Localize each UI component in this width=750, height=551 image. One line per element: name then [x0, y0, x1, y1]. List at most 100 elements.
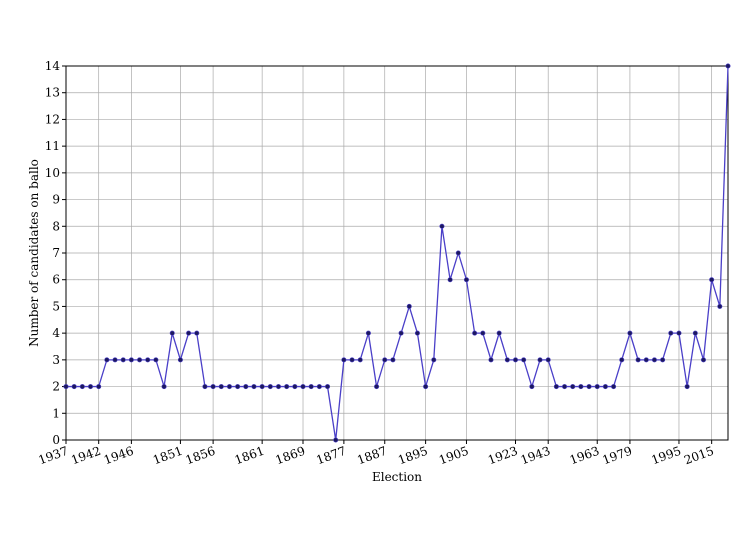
data-point: [692, 330, 698, 336]
data-point: [186, 330, 192, 336]
data-point: [586, 384, 592, 390]
data-point: [635, 357, 641, 363]
data-point: [316, 384, 322, 390]
data-point: [398, 330, 404, 336]
data-point: [553, 384, 559, 390]
plot-frame: [65, 65, 729, 441]
data-point: [619, 357, 625, 363]
data-point: [202, 384, 208, 390]
data-point: [210, 384, 216, 390]
data-point: [496, 330, 502, 336]
data-point: [668, 330, 674, 336]
data-point: [717, 303, 723, 309]
x-tick-label: 1995: [649, 444, 682, 468]
y-tick-label: 1: [52, 406, 60, 420]
data-point: [79, 384, 85, 390]
y-tick-label: 11: [45, 139, 60, 153]
x-tick-label: 1943: [519, 444, 552, 468]
x-tick-label: 1937: [37, 444, 70, 468]
data-point: [423, 384, 429, 390]
data-point: [529, 384, 535, 390]
data-point: [218, 384, 224, 390]
x-tick-label: 1979: [600, 444, 633, 468]
x-tick-label: 1963: [568, 444, 601, 468]
data-point: [676, 330, 682, 336]
y-tick-label: 14: [45, 59, 61, 73]
x-axis-label: Election: [372, 470, 422, 484]
data-point: [390, 357, 396, 363]
data-point: [562, 384, 568, 390]
data-point: [725, 63, 731, 69]
data-point: [259, 384, 265, 390]
data-point: [357, 357, 363, 363]
data-point: [153, 357, 159, 363]
y-tick-label: 7: [52, 246, 60, 260]
y-tick-label: 12: [45, 112, 60, 126]
x-tick-label: 1856: [184, 444, 217, 468]
data-point: [349, 357, 355, 363]
data-point: [472, 330, 478, 336]
x-tick-label: 1895: [396, 444, 429, 468]
data-point: [545, 357, 551, 363]
x-tick-label: 1887: [355, 444, 388, 468]
data-point: [161, 384, 167, 390]
data-point: [88, 384, 94, 390]
data-point: [333, 437, 339, 443]
data-point: [684, 384, 690, 390]
x-tick-label: 2015: [682, 444, 715, 468]
data-point: [643, 357, 649, 363]
y-tick-label: 4: [52, 326, 60, 340]
y-tick-label: 0: [52, 433, 60, 447]
data-point: [275, 384, 281, 390]
data-point: [71, 384, 77, 390]
data-point: [570, 384, 576, 390]
data-point: [504, 357, 510, 363]
data-point: [235, 384, 241, 390]
y-tick-label: 13: [45, 86, 60, 100]
data-point: [137, 357, 143, 363]
data-point: [63, 384, 69, 390]
data-point: [513, 357, 519, 363]
data-point: [602, 384, 608, 390]
data-point: [300, 384, 306, 390]
x-tick-label: 1923: [486, 444, 519, 468]
data-point: [709, 277, 715, 283]
data-point: [308, 384, 314, 390]
data-line: [66, 65, 729, 441]
x-tick-label: 1869: [274, 444, 307, 468]
data-point: [194, 330, 200, 336]
data-point: [382, 357, 388, 363]
data-point: [267, 384, 273, 390]
data-point: [431, 357, 437, 363]
x-tick-label: 1851: [151, 444, 184, 468]
data-point: [463, 277, 469, 283]
data-point: [406, 303, 412, 309]
data-point: [325, 384, 331, 390]
data-point: [226, 384, 232, 390]
data-point: [700, 357, 706, 363]
data-point: [169, 330, 175, 336]
data-point: [594, 384, 600, 390]
data-point: [488, 357, 494, 363]
data-point: [365, 330, 371, 336]
x-tick-label: 1946: [102, 444, 135, 468]
data-point: [414, 330, 420, 336]
y-axis-label: Number of candidates on ballo: [27, 159, 41, 347]
data-point: [611, 384, 617, 390]
y-tick-label: 8: [52, 219, 60, 233]
data-point: [651, 357, 657, 363]
y-tick-label: 2: [52, 380, 60, 394]
data-point: [243, 384, 249, 390]
data-point: [284, 384, 290, 390]
data-point: [521, 357, 527, 363]
data-point: [660, 357, 666, 363]
data-point: [128, 357, 134, 363]
x-tick-label: 1905: [437, 444, 470, 468]
data-point: [447, 277, 453, 283]
data-point: [578, 384, 584, 390]
y-tick-label: 3: [52, 353, 60, 367]
data-point: [120, 357, 126, 363]
x-tick-label: 1942: [69, 444, 102, 468]
data-point: [104, 357, 110, 363]
